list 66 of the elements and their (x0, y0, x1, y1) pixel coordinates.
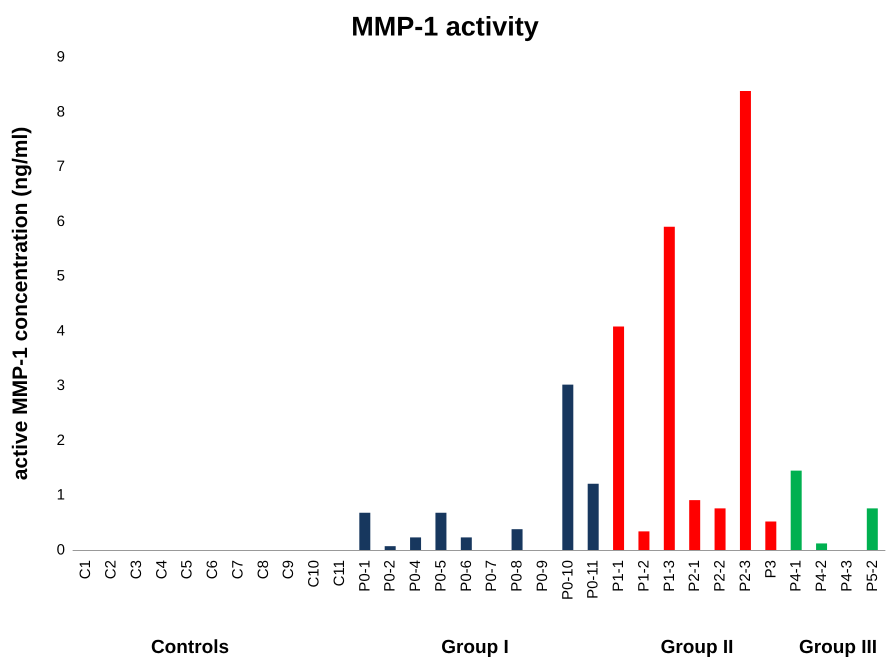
x-tick-label: P0-8 (508, 560, 526, 592)
x-tick-label: P0-9 (534, 560, 551, 592)
x-tick-label: C9 (280, 560, 298, 580)
bar (790, 470, 802, 550)
x-tick-label: P4-2 (813, 560, 830, 592)
bar (714, 508, 726, 550)
x-tick-label: P0-7 (483, 560, 500, 592)
x-tick-label: C7 (229, 560, 246, 580)
x-tick-label: P1-2 (635, 560, 652, 592)
x-tick-label: P0-2 (382, 560, 399, 592)
y-tick-label: 9 (56, 48, 65, 66)
x-tick-label: P4-1 (788, 560, 805, 592)
bar (435, 512, 446, 550)
x-tick-label: P3 (762, 560, 780, 578)
bar (765, 522, 776, 550)
y-tick-label: 1 (56, 486, 65, 504)
y-tick-label: 7 (56, 158, 65, 176)
x-tick-label: P0-4 (407, 560, 424, 592)
x-tick-label: P1-3 (660, 560, 678, 592)
x-tick-label: C1 (77, 560, 94, 580)
x-tick-label: C6 (204, 560, 222, 580)
chart-title: MMP-1 activity (351, 12, 539, 42)
x-tick-label: C3 (128, 560, 145, 580)
bar (638, 531, 650, 550)
x-tick-label: C2 (102, 560, 120, 580)
x-tick-label: P5-2 (864, 560, 881, 592)
x-tick-label: C10 (306, 560, 323, 588)
y-tick-label: 4 (56, 322, 65, 340)
bar (613, 326, 624, 550)
text: Controls (150, 637, 230, 658)
x-tick-label: C11 (330, 560, 348, 586)
x-tick-label: P2-3 (736, 560, 754, 592)
x-tick-label: P0-11 (584, 560, 602, 599)
text: Group I (441, 637, 509, 658)
y-tick-label: 6 (56, 212, 65, 230)
x-tick-label: P0-10 (559, 560, 576, 600)
bar (664, 226, 675, 550)
bar (816, 543, 828, 550)
y-axis-title: active MMP-1 concentration (ng/ml) (9, 126, 32, 480)
x-tick-label: C8 (254, 560, 272, 580)
y-tick-label: 0 (56, 542, 65, 558)
bar (689, 500, 700, 550)
x-tick-label: C4 (153, 560, 170, 580)
x-tick-label: P0-6 (458, 560, 475, 592)
y-tick-label: 8 (56, 103, 65, 120)
bar (562, 384, 574, 550)
y-tick-label: 3 (56, 377, 65, 394)
x-tick-label: P0-5 (432, 560, 450, 592)
y-tick-label: 5 (56, 268, 65, 285)
bar (866, 508, 878, 550)
x-tick-label: P4-3 (838, 560, 856, 592)
x-tick-label: P0-1 (356, 560, 374, 592)
text: Group III (798, 637, 878, 658)
bar (460, 537, 472, 550)
x-tick-label: C5 (178, 560, 196, 580)
bar (512, 529, 523, 550)
bar (384, 546, 396, 550)
bar (740, 90, 751, 550)
text: Group II (660, 637, 734, 658)
x-tick-label: P1-1 (610, 560, 628, 592)
bar (410, 537, 422, 550)
x-tick-label: P2-2 (712, 560, 729, 592)
x-tick-label: P2-1 (686, 560, 704, 592)
y-tick-label: 2 (56, 432, 65, 449)
bar (588, 484, 599, 550)
bar (359, 512, 370, 550)
